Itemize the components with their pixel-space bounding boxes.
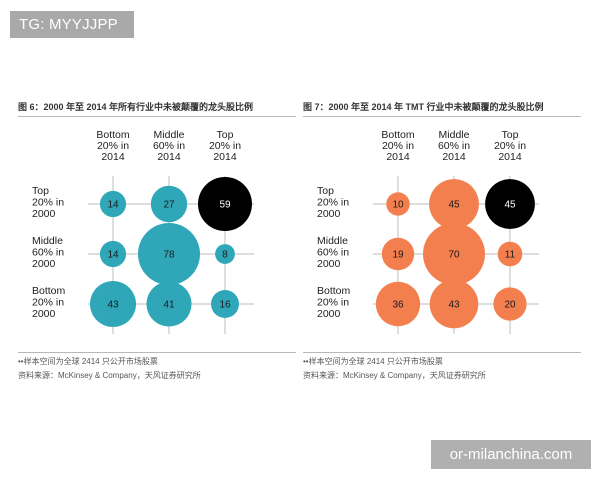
bubble xyxy=(423,223,485,285)
column-label: 2014 xyxy=(213,151,237,163)
row-label: 2000 xyxy=(317,308,341,320)
column-label: Middle xyxy=(439,129,470,141)
row-label: 2000 xyxy=(317,258,341,270)
column-label: Top xyxy=(217,129,234,141)
row-label: 20% in xyxy=(32,197,64,209)
column-label: 60% in xyxy=(438,140,470,152)
bubble-value-label: 70 xyxy=(448,250,460,261)
row-label: 20% in xyxy=(317,197,349,209)
chart-note-source: 资料来源：McKinsey & Company，天风证券研究所 xyxy=(18,371,201,380)
chart-note-sample: ••样本空间为全球 2414 只公开市场股票 xyxy=(303,352,581,367)
bubble xyxy=(381,237,415,271)
row-label: 2000 xyxy=(32,208,56,220)
bubble-value-label: 43 xyxy=(448,300,460,311)
chart-panel-left: 图 6：2000 年至 2014 年所有行业中未被颠覆的龙头股比例 Bottom… xyxy=(18,98,296,382)
bubble-value-label: 19 xyxy=(392,250,404,261)
bubble xyxy=(211,290,239,318)
bubble xyxy=(429,179,479,229)
bubble-value-label: 45 xyxy=(448,200,460,211)
bubble xyxy=(429,279,479,329)
column-label: Bottom xyxy=(96,129,130,141)
watermark-bottom: or-milanchina.com xyxy=(431,440,591,469)
row-label: Middle xyxy=(32,235,63,247)
row-label: Bottom xyxy=(317,285,351,297)
bubble xyxy=(146,281,192,327)
row-label: 2000 xyxy=(32,258,56,270)
column-label: Top xyxy=(502,129,519,141)
bubble-value-label: 16 xyxy=(219,300,231,311)
row-label: 60% in xyxy=(32,247,64,259)
row-label: 20% in xyxy=(317,297,349,309)
bubble xyxy=(493,287,527,321)
bubble-value-label: 14 xyxy=(107,200,119,211)
row-label: 60% in xyxy=(317,247,349,259)
bubble-value-label: 20 xyxy=(504,300,516,311)
column-label: 2014 xyxy=(498,151,522,163)
bubble-value-label: 8 xyxy=(222,250,228,261)
column-label: 20% in xyxy=(382,140,414,152)
bubble-value-label: 27 xyxy=(163,200,175,211)
row-label: 2000 xyxy=(317,208,341,220)
bubble-value-label: 41 xyxy=(163,300,175,311)
row-label: 2000 xyxy=(32,308,56,320)
chart-panel-right: 图 7：2000 年至 2014 年 TMT 行业中未被颠覆的龙头股比例 Bot… xyxy=(303,98,581,382)
bubble xyxy=(90,281,136,327)
bubble-value-label: 43 xyxy=(107,300,119,311)
bubble-value-label: 10 xyxy=(392,200,404,211)
bubble xyxy=(150,185,188,223)
bubble-value-label: 11 xyxy=(505,250,516,261)
bubble-value-label: 78 xyxy=(163,250,175,261)
column-label: 2014 xyxy=(101,151,125,163)
column-label: 60% in xyxy=(153,140,185,152)
row-label: Middle xyxy=(317,235,348,247)
row-label: 20% in xyxy=(32,297,64,309)
column-label: 20% in xyxy=(209,140,241,152)
row-label: Top xyxy=(32,185,49,197)
bubble-value-label: 45 xyxy=(504,200,516,211)
column-label: 20% in xyxy=(494,140,526,152)
bubble-value-label: 36 xyxy=(392,300,404,311)
watermark-top: TG: MYYJJPP xyxy=(10,11,134,38)
chart-note-sample: ••样本空间为全球 2414 只公开市场股票 xyxy=(18,352,296,367)
bubble-value-label: 59 xyxy=(219,200,231,211)
bubble xyxy=(375,281,421,327)
chart-title: 图 7：2000 年至 2014 年 TMT 行业中未被颠覆的龙头股比例 xyxy=(303,98,581,117)
bubble xyxy=(215,244,235,264)
row-label: Bottom xyxy=(32,285,66,297)
bubble xyxy=(99,190,127,218)
bubble xyxy=(485,179,535,229)
chart-note-source: 资料来源：McKinsey & Company，天风证券研究所 xyxy=(303,371,486,380)
bubble xyxy=(386,192,410,216)
column-label: 2014 xyxy=(157,151,181,163)
bubble xyxy=(138,223,200,285)
bubble-value-label: 14 xyxy=(107,250,119,261)
row-label: Top xyxy=(317,185,334,197)
column-label: 2014 xyxy=(386,151,410,163)
bubble xyxy=(497,241,523,267)
chart-title: 图 6：2000 年至 2014 年所有行业中未被颠覆的龙头股比例 xyxy=(18,98,296,117)
column-label: 20% in xyxy=(97,140,129,152)
bubble xyxy=(99,240,127,268)
column-label: Bottom xyxy=(381,129,415,141)
column-label: Middle xyxy=(154,129,185,141)
column-label: 2014 xyxy=(442,151,466,163)
bubble xyxy=(198,177,252,231)
